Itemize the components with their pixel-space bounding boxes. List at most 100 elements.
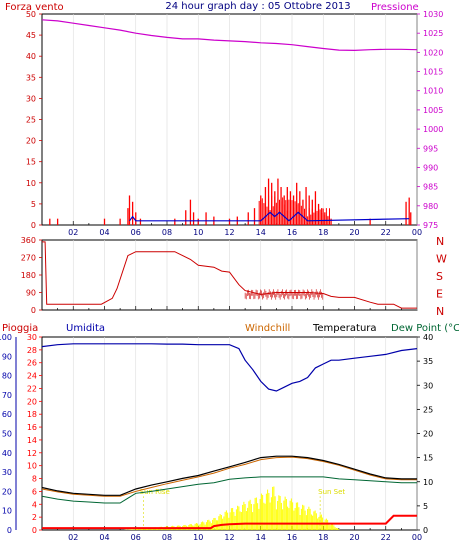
humidity-y-tick-label: 100 bbox=[0, 333, 12, 342]
wind-panel-x-tick-label: 16 bbox=[287, 228, 297, 237]
direction-y-tick-label: 180 bbox=[21, 271, 36, 280]
windchill-line bbox=[41, 456, 417, 497]
temperature-y-tick-label: 0 bbox=[423, 526, 428, 535]
humidity-panel-x-tick-label: 10 bbox=[193, 533, 203, 542]
wind-y-tick-label: 35 bbox=[26, 73, 36, 82]
pressure-y-tick-label: 1025 bbox=[423, 29, 443, 38]
rain-y-tick-label: 0 bbox=[32, 526, 37, 535]
humidity-y-tick-label: 70 bbox=[2, 391, 12, 400]
humidity-panel-x-tick-label: 22 bbox=[381, 533, 391, 542]
humidity-y-tick-label: 80 bbox=[2, 372, 12, 381]
rain-y-tick-label: 22 bbox=[27, 384, 37, 393]
humidity-panel-x-tick-label: 02 bbox=[68, 533, 78, 542]
rain-y-tick-label: 4 bbox=[32, 500, 37, 509]
rain-y-tick-label: 14 bbox=[27, 436, 37, 445]
humidity-panel-x-tick-label: 06 bbox=[131, 533, 141, 542]
wind-panel-x-tick-label: 10 bbox=[193, 228, 203, 237]
rain-line bbox=[42, 514, 417, 530]
temperature-y-tick-label: 15 bbox=[423, 454, 433, 463]
wind-y-tick-label: 0 bbox=[31, 221, 36, 230]
temperature-y-tick-label: 20 bbox=[423, 430, 433, 439]
temperature-y-tick-label: 10 bbox=[423, 478, 433, 487]
wind-panel-x-tick-label: 22 bbox=[381, 228, 391, 237]
wind-y-tick-label: 15 bbox=[26, 158, 36, 167]
pressure-title: Pressione bbox=[371, 2, 419, 13]
pressure-line bbox=[41, 19, 418, 52]
pressure-y-tick-label: 1000 bbox=[423, 125, 443, 134]
direction-compass-label: N bbox=[436, 235, 444, 248]
wind-panel-x-tick-label: 00 bbox=[412, 228, 422, 237]
wind-panel-x-tick-label: 18 bbox=[318, 228, 328, 237]
pressure-y-tick-label: 975 bbox=[423, 221, 438, 230]
rain-label: Pioggia bbox=[2, 323, 38, 334]
rain-y-tick-label: 18 bbox=[27, 410, 37, 419]
humidity-panel-x-tick-label: 18 bbox=[318, 533, 328, 542]
dewpoint-label: Dew Point (°C bbox=[391, 323, 459, 334]
rain-y-tick-label: 28 bbox=[27, 346, 37, 355]
wind-speed-line bbox=[129, 211, 410, 222]
pressure-y-tick-label: 1010 bbox=[423, 87, 443, 96]
temperature-y-tick-label: 40 bbox=[423, 333, 433, 342]
wind-panel-x-tick-label: 08 bbox=[162, 228, 172, 237]
wind-panel-x-tick-label: 04 bbox=[99, 228, 109, 237]
wind-y-tick-label: 5 bbox=[31, 200, 36, 209]
humidity-label: Umidita bbox=[66, 323, 105, 334]
humidity-y-tick-label: 40 bbox=[2, 449, 12, 458]
direction-y-tick-label: 90 bbox=[26, 289, 36, 298]
pressure-y-tick-label: 1005 bbox=[423, 106, 443, 115]
dewpoint-line bbox=[41, 476, 417, 504]
humidity-y-tick-label: 50 bbox=[2, 430, 12, 439]
wind-pressure-panel: 0510152025303540455097598098599099510001… bbox=[26, 10, 444, 237]
windchill-label: Windchill bbox=[245, 323, 290, 334]
sunset-label: Sun Set bbox=[318, 488, 345, 496]
wind-panel-x-tick-label: 12 bbox=[224, 228, 234, 237]
sunrise-label: Sun Rise bbox=[140, 488, 170, 496]
humidity-y-tick-label: 30 bbox=[2, 468, 12, 477]
wind-y-tick-label: 40 bbox=[26, 52, 36, 61]
wind-y-tick-label: 50 bbox=[26, 10, 36, 19]
chart-title: 24 hour graph day : 05 Ottobre 2013 bbox=[165, 1, 350, 12]
rain-y-tick-label: 10 bbox=[27, 462, 37, 471]
wind-y-tick-label: 30 bbox=[26, 94, 36, 103]
wind-title: Forza vento bbox=[5, 2, 64, 13]
rain-y-tick-label: 12 bbox=[27, 449, 37, 458]
direction-compass-label: W bbox=[436, 253, 447, 266]
pressure-y-tick-label: 1015 bbox=[423, 68, 443, 77]
humidity-panel-x-tick-label: 12 bbox=[224, 533, 234, 542]
pressure-y-tick-label: 980 bbox=[423, 202, 438, 211]
temperature-y-tick-label: 25 bbox=[423, 405, 433, 414]
rain-y-tick-label: 24 bbox=[27, 372, 37, 381]
rain-y-tick-label: 30 bbox=[27, 333, 37, 342]
humidity-line bbox=[41, 343, 418, 392]
rain-y-tick-label: 2 bbox=[32, 513, 37, 522]
humidity-temperature-panel: 0 10 20 30 40 5 06 0 70 80 90 100 02 4 6 8 10 12 14 16 18 20 2… bbox=[0, 333, 433, 542]
rain-y-tick-label: 8 bbox=[32, 475, 37, 484]
wind-panel-x-tick-label: 20 bbox=[349, 228, 359, 237]
direction-y-tick-label: 0 bbox=[31, 306, 36, 315]
direction-compass-label: N bbox=[436, 305, 444, 318]
humidity-y-tick-label: 20 bbox=[2, 487, 12, 496]
pressure-y-tick-label: 990 bbox=[423, 163, 438, 172]
humidity-y-tick-label: 10 bbox=[2, 507, 12, 516]
wind-y-tick-label: 20 bbox=[26, 137, 36, 146]
rain-y-tick-label: 16 bbox=[27, 423, 37, 432]
humidity-panel-x-tick-label: 04 bbox=[99, 533, 109, 542]
pressure-y-tick-label: 1020 bbox=[423, 48, 443, 57]
temperature-y-tick-label: 5 bbox=[423, 502, 428, 511]
direction-compass-label: S bbox=[436, 270, 443, 283]
temperature-y-tick-label: 30 bbox=[423, 381, 433, 390]
direction-y-tick-label: 360 bbox=[21, 236, 36, 245]
temperature-label: Temperatura bbox=[312, 323, 377, 334]
humidity-panel-x-tick-label: 08 bbox=[162, 533, 172, 542]
direction-y-tick-label: 270 bbox=[21, 254, 36, 263]
wind-panel-x-tick-label: 06 bbox=[131, 228, 141, 237]
humidity-y-tick-label: 90 bbox=[2, 352, 12, 361]
rain-y-tick-label: 6 bbox=[32, 487, 37, 496]
pressure-y-tick-label: 1030 bbox=[423, 10, 443, 19]
humidity-panel-x-tick-label: 20 bbox=[349, 533, 359, 542]
pressure-y-tick-label: 995 bbox=[423, 144, 438, 153]
wind-y-tick-label: 45 bbox=[26, 31, 36, 40]
